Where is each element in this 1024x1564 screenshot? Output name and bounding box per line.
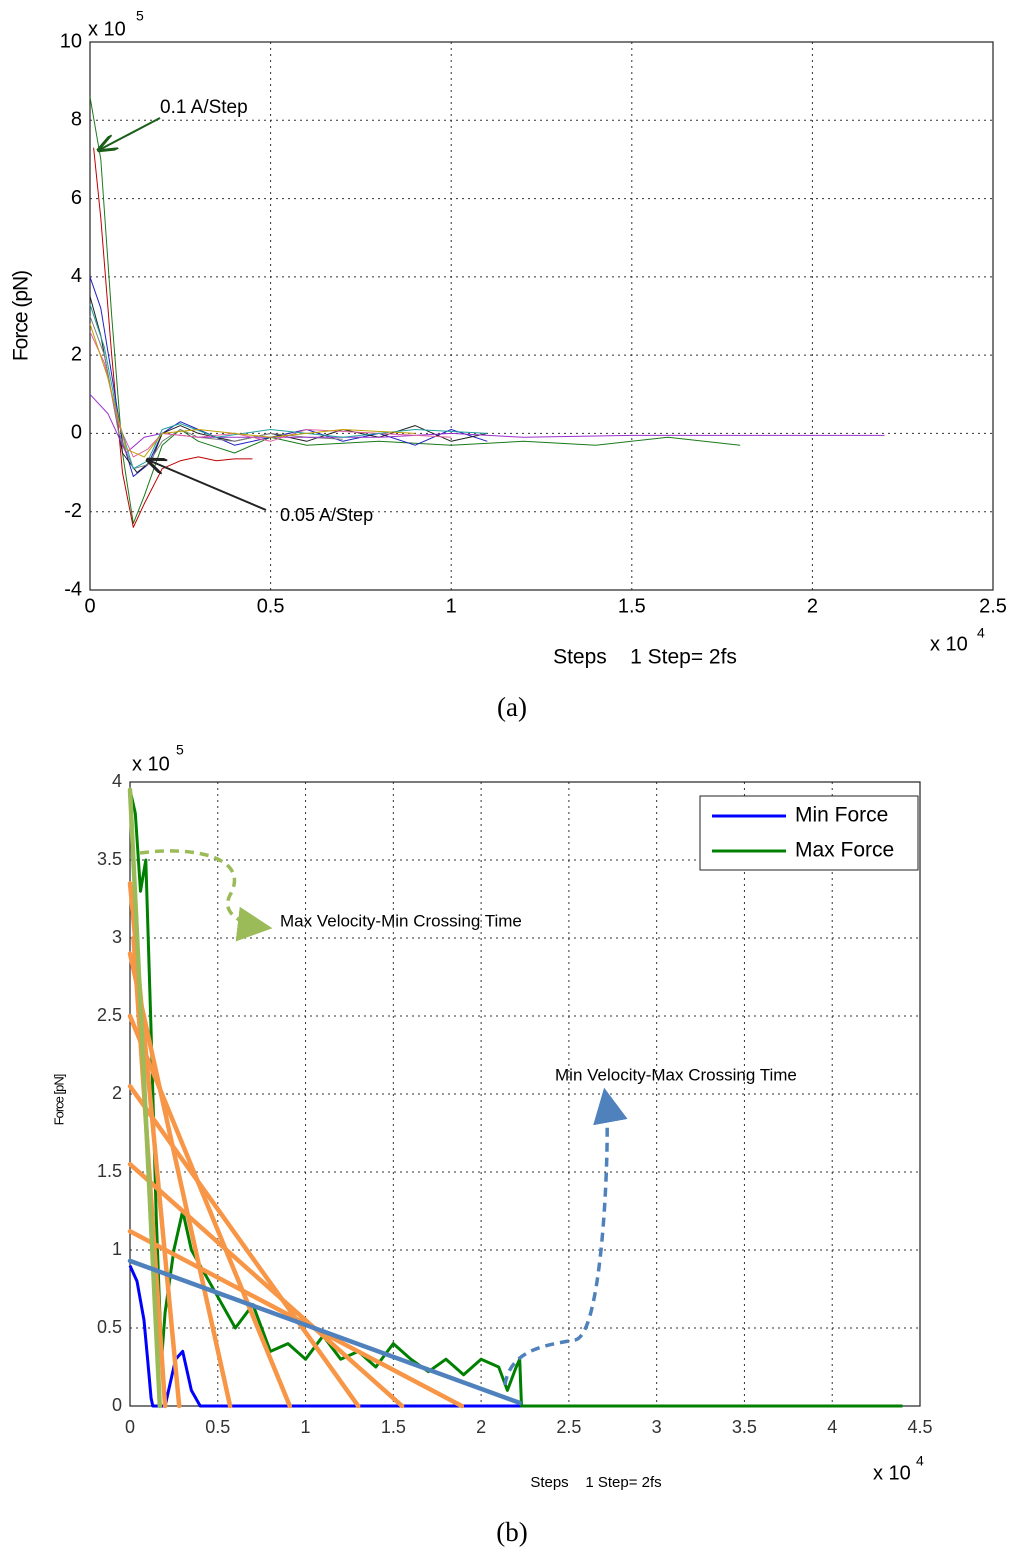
y-tick-label: 10 [60, 30, 82, 52]
series-line [89, 304, 488, 470]
legend-box [699, 795, 919, 871]
x-tick-label: 1.5 [618, 595, 646, 617]
x-multiplier: x 10 [930, 633, 968, 655]
y-multiplier-exp: 5 [176, 742, 184, 758]
y-tick-label: 0.5 [97, 1317, 122, 1337]
y-tick-label: 0 [71, 422, 82, 444]
y-tick-label: 3 [112, 927, 122, 947]
guide-line [127, 1013, 293, 1409]
legend-label: Max Force [795, 839, 894, 862]
y-tick-label: 0 [112, 1395, 122, 1415]
y-axis-label: Force (pN) [10, 271, 33, 361]
series-line [89, 323, 416, 458]
x-tick-label: 2.5 [556, 1417, 581, 1437]
y-multiplier: x 10 [88, 18, 126, 40]
y-tick-label: -4 [64, 578, 82, 600]
x-axis-label: Steps 1 Step= 2fs [530, 1474, 661, 1491]
x-tick-label: 1.5 [381, 1417, 406, 1437]
y-tick-label: 1 [112, 1239, 122, 1259]
x-tick-label: 4.5 [907, 1417, 932, 1437]
caption: (b) [496, 1517, 527, 1547]
y-tick-label: 2 [112, 1083, 122, 1103]
x-axis-label: Steps 1 Step= 2fs [553, 646, 737, 669]
y-tick-label: 4 [112, 771, 122, 791]
annotation: Min Velocity-Max Crossing Time [555, 1065, 797, 1084]
x-tick-label: 2 [476, 1417, 486, 1437]
y-tick-label: -2 [64, 500, 82, 522]
x-tick-label: 2.5 [979, 595, 1007, 617]
guide-line [127, 1161, 405, 1409]
x-tick-label: 0.5 [257, 595, 285, 617]
y-tick-label: 3.5 [97, 849, 122, 869]
guide-line [127, 1229, 465, 1409]
x-tick-label: 0 [125, 1417, 135, 1437]
x-tick-label: 2 [807, 595, 818, 617]
x-tick-label: 1 [446, 595, 457, 617]
series-line [89, 315, 343, 470]
y-axis-label: Force [pN] [51, 1074, 66, 1125]
x-tick-label: 0 [84, 595, 95, 617]
guide-line [127, 787, 163, 1409]
dashed-arrow [139, 849, 273, 942]
y-tick-label: 4 [71, 265, 82, 287]
annotation: 0.05 A/Step [280, 505, 373, 525]
caption: (a) [497, 692, 527, 722]
y-tick-label: 2 [71, 343, 82, 365]
x-tick-label: 0.5 [205, 1417, 230, 1437]
legend-label: Min Force [795, 804, 888, 827]
x-tick-label: 3 [652, 1417, 662, 1437]
guide-line [127, 1083, 361, 1409]
arrow [148, 460, 267, 511]
y-tick-label: 1.5 [97, 1161, 122, 1181]
guide-line [127, 951, 233, 1409]
y-multiplier: x 10 [132, 753, 170, 775]
arrow [99, 117, 161, 150]
plot-area [90, 42, 993, 590]
y-tick-label: 6 [71, 187, 82, 209]
chart: 0 0.5 1 1.5 2 2.5 3 3.5 4 0 0.5 1 1.5 2 2.5 3 3.5 4 4.5 Min… [51, 742, 932, 1548]
annotation: 0.1 A/Step [160, 97, 248, 118]
x-multiplier-exp: 4 [977, 625, 985, 641]
x-tick-label: 4 [827, 1417, 837, 1437]
x-tick-label: 1 [301, 1417, 311, 1437]
overlay [99, 117, 628, 1386]
guide-line [127, 1258, 522, 1406]
x-multiplier-exp: 4 [916, 1453, 924, 1469]
x-tick-label: 3.5 [732, 1417, 757, 1437]
y-tick-label: 2.5 [97, 1005, 122, 1025]
series-line [93, 147, 253, 528]
y-multiplier-exp: 5 [136, 8, 144, 24]
chart: -4 -2 0 2 4 6 8 10 0 0.5 1 1.5 2 2.5 x 10 5 x 10 4 Steps 1… [10, 8, 1007, 723]
x-multiplier: x 10 [873, 1462, 911, 1484]
y-tick-label: 8 [71, 109, 82, 131]
series-line [89, 331, 452, 458]
dashed-arrow [503, 1087, 628, 1386]
annotation: Max Velocity-Min Crossing Time [280, 911, 522, 930]
